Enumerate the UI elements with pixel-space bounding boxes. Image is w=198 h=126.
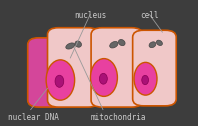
Ellipse shape bbox=[118, 39, 125, 46]
Text: cell: cell bbox=[140, 11, 159, 20]
Text: mitochondria: mitochondria bbox=[91, 113, 147, 122]
Ellipse shape bbox=[142, 75, 148, 85]
Ellipse shape bbox=[156, 40, 162, 45]
Ellipse shape bbox=[75, 41, 81, 47]
FancyBboxPatch shape bbox=[91, 28, 143, 107]
Ellipse shape bbox=[55, 75, 64, 87]
Ellipse shape bbox=[90, 59, 117, 96]
FancyBboxPatch shape bbox=[28, 38, 71, 107]
Ellipse shape bbox=[99, 73, 107, 84]
Ellipse shape bbox=[149, 42, 156, 48]
FancyBboxPatch shape bbox=[133, 30, 176, 106]
Ellipse shape bbox=[66, 43, 75, 49]
Ellipse shape bbox=[134, 62, 157, 95]
Text: nuclear DNA: nuclear DNA bbox=[8, 113, 59, 122]
Text: nucleus: nucleus bbox=[74, 11, 106, 20]
Ellipse shape bbox=[110, 41, 118, 48]
FancyBboxPatch shape bbox=[48, 28, 99, 107]
Ellipse shape bbox=[46, 60, 75, 100]
